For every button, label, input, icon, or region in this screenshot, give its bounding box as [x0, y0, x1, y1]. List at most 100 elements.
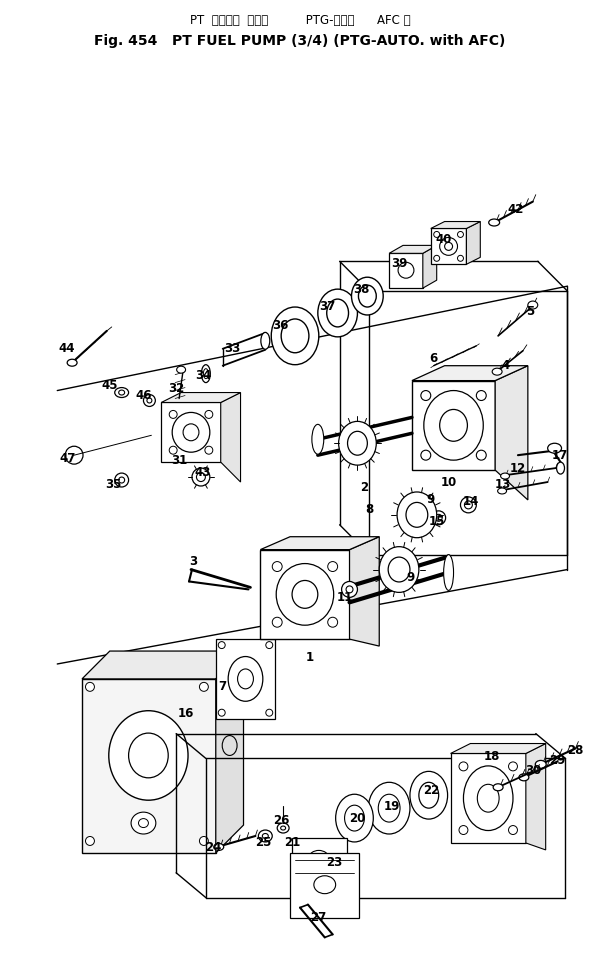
Ellipse shape — [261, 333, 270, 349]
Ellipse shape — [272, 561, 282, 571]
Ellipse shape — [460, 497, 476, 513]
Ellipse shape — [344, 806, 364, 831]
Text: 36: 36 — [272, 319, 288, 333]
Ellipse shape — [85, 837, 94, 846]
Ellipse shape — [205, 447, 213, 454]
Text: 1: 1 — [306, 651, 314, 664]
Ellipse shape — [519, 774, 529, 780]
Ellipse shape — [459, 825, 468, 835]
Text: 14: 14 — [462, 495, 479, 509]
Ellipse shape — [336, 794, 373, 842]
Ellipse shape — [528, 301, 538, 309]
Polygon shape — [221, 392, 241, 482]
Ellipse shape — [281, 319, 309, 353]
Ellipse shape — [501, 473, 509, 479]
Text: 34: 34 — [195, 369, 211, 382]
Ellipse shape — [492, 368, 502, 376]
Polygon shape — [526, 743, 546, 849]
Text: 45: 45 — [101, 379, 118, 392]
Ellipse shape — [476, 390, 486, 401]
Ellipse shape — [509, 762, 518, 771]
Ellipse shape — [338, 421, 376, 465]
Text: 30: 30 — [526, 764, 542, 776]
Text: 12: 12 — [510, 461, 526, 475]
Text: 20: 20 — [349, 811, 365, 824]
Ellipse shape — [406, 502, 428, 527]
Ellipse shape — [445, 242, 453, 250]
Text: 7: 7 — [219, 680, 227, 694]
Ellipse shape — [259, 830, 272, 842]
Ellipse shape — [435, 515, 442, 522]
Ellipse shape — [457, 255, 463, 262]
Text: 31: 31 — [171, 453, 187, 467]
Text: 28: 28 — [567, 744, 584, 757]
Ellipse shape — [434, 232, 439, 237]
Text: 43: 43 — [195, 466, 211, 479]
Ellipse shape — [177, 366, 186, 374]
Text: 38: 38 — [353, 282, 370, 296]
Text: 15: 15 — [429, 516, 445, 528]
Text: 19: 19 — [384, 800, 401, 812]
Ellipse shape — [379, 547, 419, 593]
Ellipse shape — [358, 285, 376, 307]
Ellipse shape — [228, 657, 263, 702]
Text: 24: 24 — [205, 842, 222, 854]
Ellipse shape — [312, 424, 324, 454]
Ellipse shape — [419, 782, 439, 809]
Ellipse shape — [368, 782, 410, 834]
Polygon shape — [495, 366, 528, 500]
Ellipse shape — [421, 390, 431, 401]
Polygon shape — [216, 651, 244, 853]
Ellipse shape — [67, 359, 77, 366]
Ellipse shape — [115, 387, 128, 398]
Bar — [260, 550, 349, 639]
Ellipse shape — [444, 555, 454, 591]
Ellipse shape — [459, 762, 468, 771]
Bar — [451, 753, 526, 843]
Ellipse shape — [378, 794, 400, 822]
Ellipse shape — [266, 641, 273, 649]
Ellipse shape — [388, 558, 410, 582]
Ellipse shape — [205, 411, 213, 418]
Ellipse shape — [292, 581, 318, 608]
Polygon shape — [389, 245, 436, 253]
Ellipse shape — [169, 411, 177, 418]
Ellipse shape — [536, 761, 546, 769]
Ellipse shape — [222, 736, 237, 755]
Ellipse shape — [85, 682, 94, 692]
Ellipse shape — [432, 511, 445, 524]
Text: 6: 6 — [430, 352, 438, 365]
Bar — [161, 403, 221, 462]
Bar — [290, 853, 359, 918]
Text: 4: 4 — [502, 359, 510, 373]
Text: 33: 33 — [224, 342, 241, 355]
Ellipse shape — [169, 447, 177, 454]
Bar — [82, 679, 216, 853]
Ellipse shape — [115, 473, 128, 487]
Ellipse shape — [147, 398, 152, 403]
Ellipse shape — [266, 709, 273, 716]
Ellipse shape — [143, 394, 155, 407]
Polygon shape — [82, 651, 244, 679]
Text: 27: 27 — [310, 911, 326, 924]
Ellipse shape — [424, 390, 483, 460]
Ellipse shape — [463, 766, 513, 831]
Text: 16: 16 — [178, 707, 194, 720]
Ellipse shape — [262, 834, 268, 839]
Ellipse shape — [398, 263, 414, 278]
Ellipse shape — [347, 431, 367, 455]
Ellipse shape — [65, 447, 83, 464]
Ellipse shape — [309, 850, 329, 865]
Ellipse shape — [204, 369, 208, 378]
Ellipse shape — [397, 492, 436, 538]
Bar — [389, 253, 423, 288]
Ellipse shape — [464, 501, 472, 509]
Text: 18: 18 — [484, 750, 500, 763]
Ellipse shape — [201, 365, 210, 382]
Text: 9: 9 — [427, 493, 435, 506]
Ellipse shape — [276, 563, 334, 626]
Ellipse shape — [478, 784, 499, 812]
Ellipse shape — [556, 462, 565, 474]
Text: 32: 32 — [168, 382, 184, 395]
Ellipse shape — [434, 255, 439, 262]
